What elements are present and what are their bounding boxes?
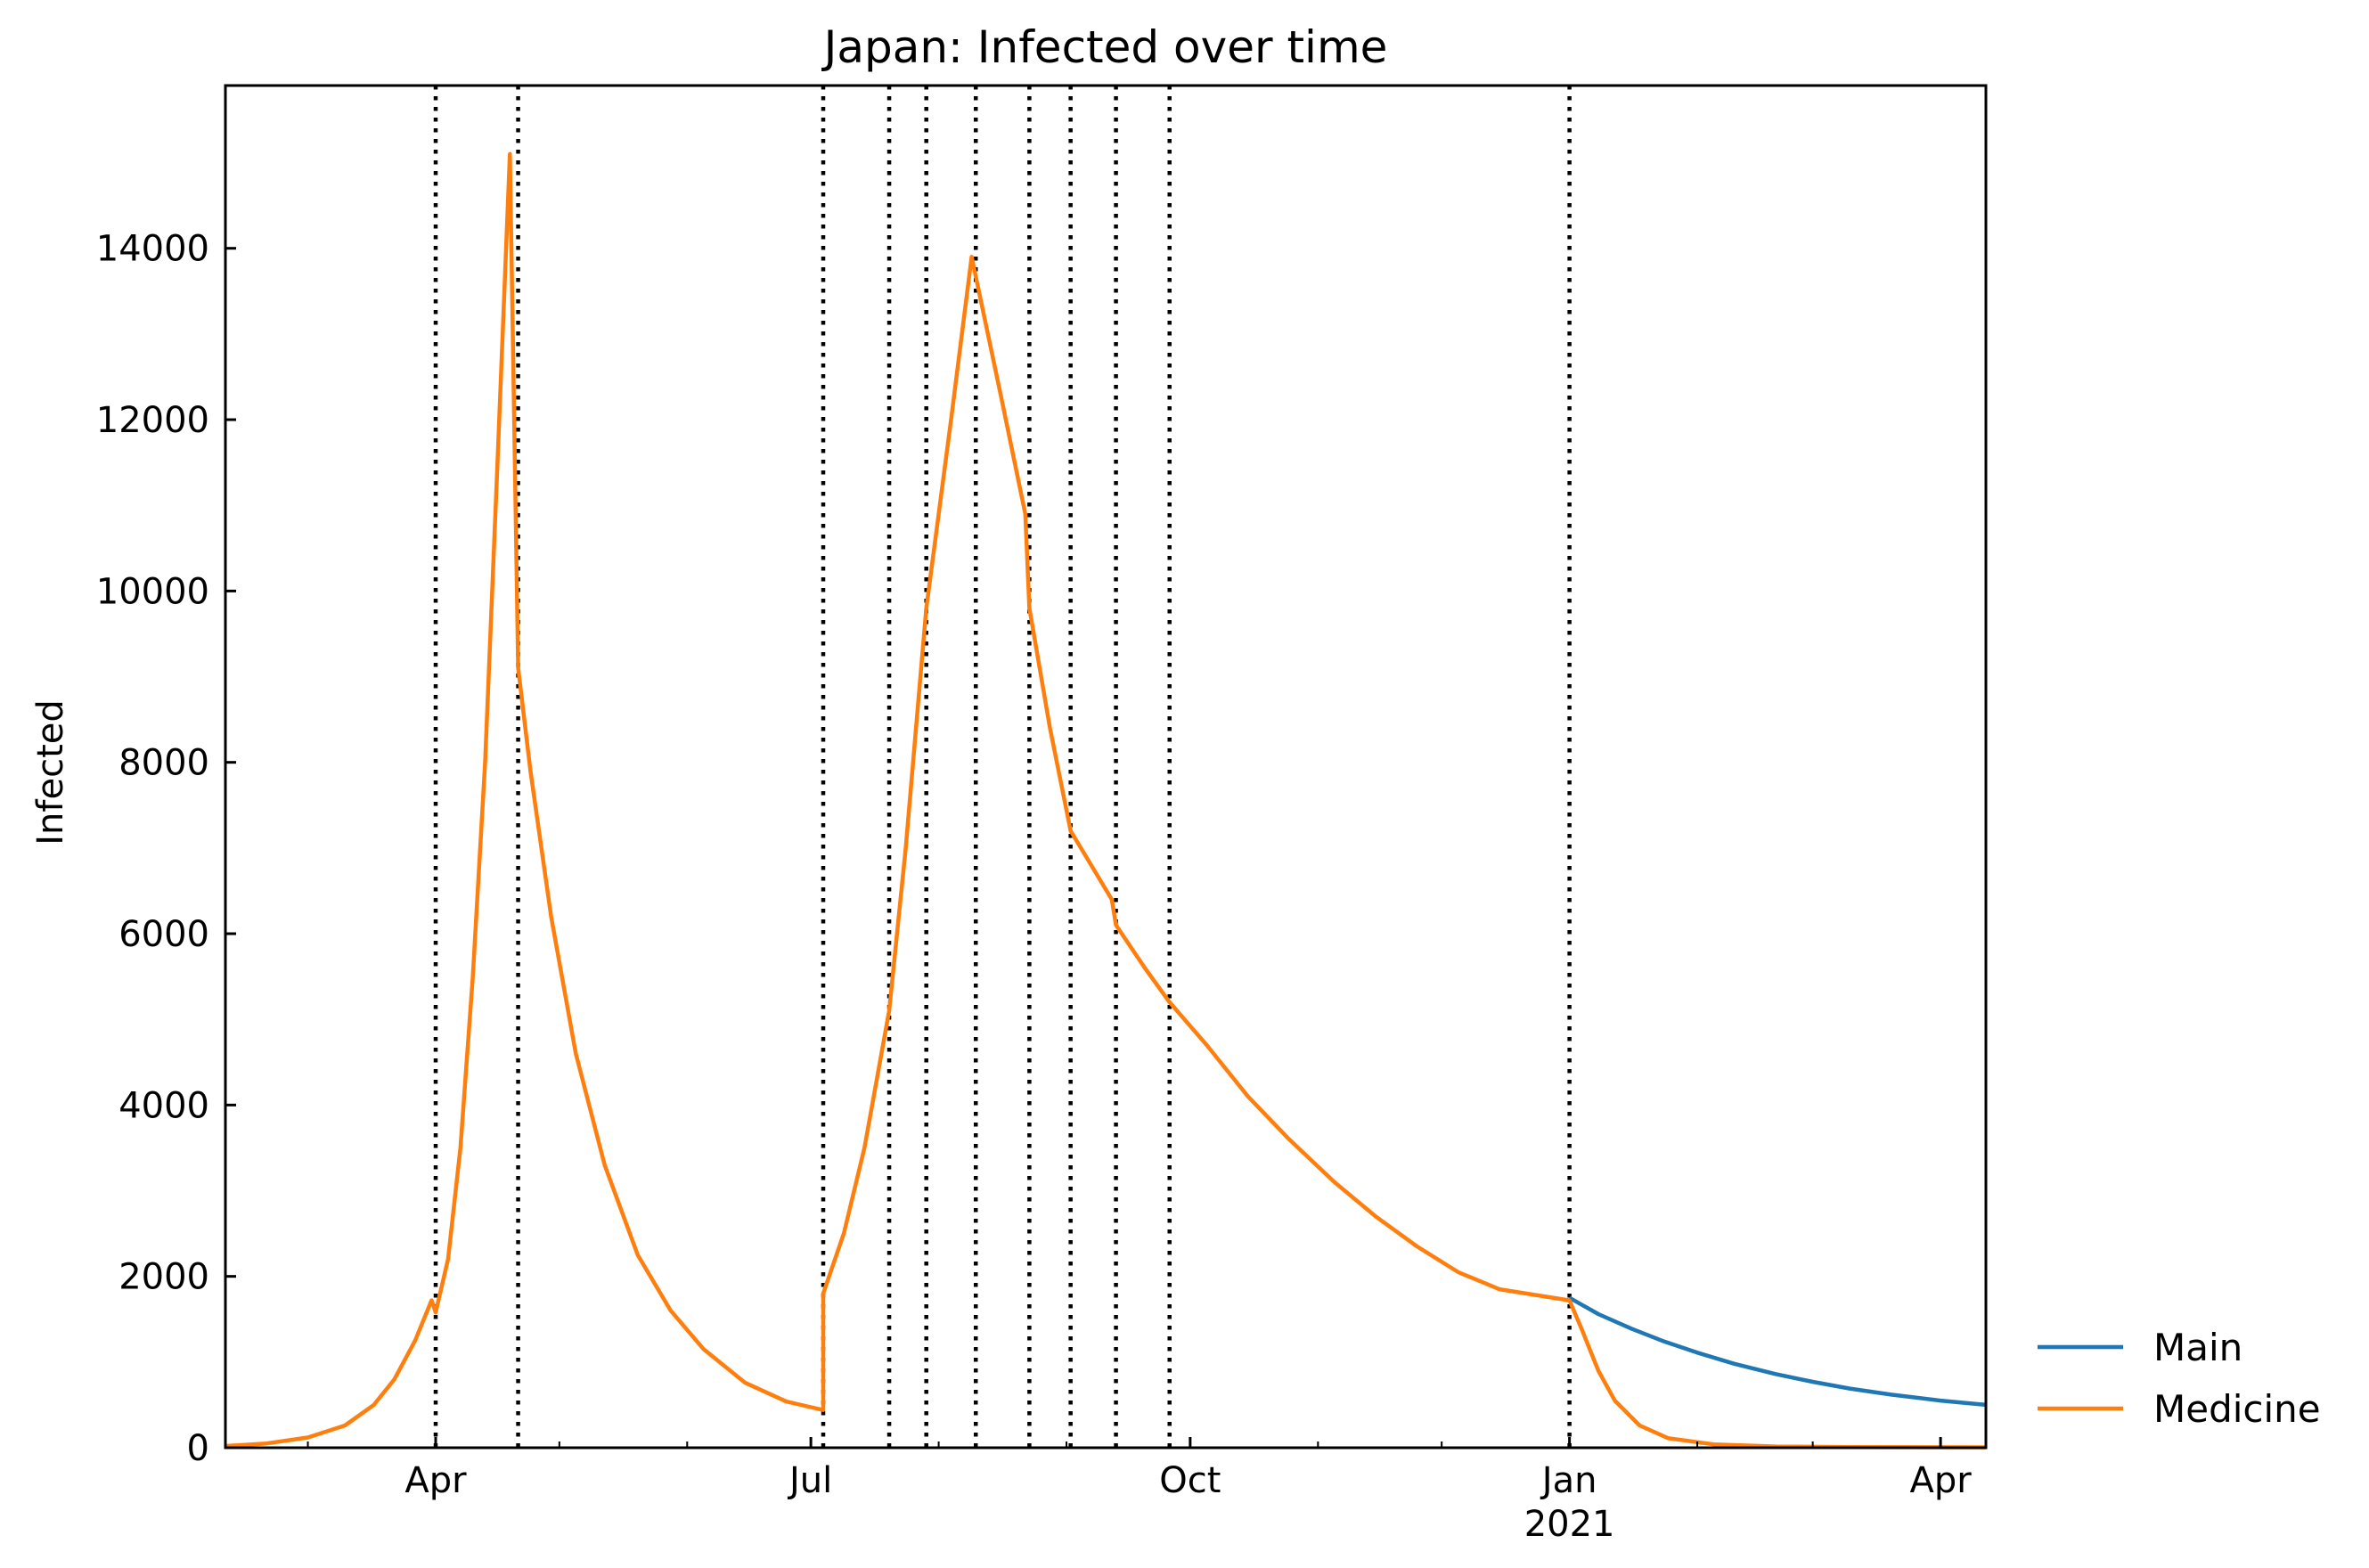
x-tick-sublabel-3: 2021 (1524, 1504, 1615, 1545)
chart-title: Japan: Infected over time (821, 21, 1388, 73)
y-tick-label-6: 12000 (96, 400, 209, 441)
legend-label-medicine: Medicine (2153, 1387, 2321, 1431)
x-tick-label-2: Oct (1159, 1460, 1221, 1501)
y-axis-label: Infected (30, 699, 71, 845)
y-tick-label-1: 2000 (118, 1257, 209, 1298)
y-tick-label-4: 8000 (118, 743, 209, 784)
x-tick-label-4: Apr (1909, 1460, 1972, 1501)
x-tick-label-0: Apr (404, 1460, 467, 1501)
series-line-medicine (225, 151, 1987, 1450)
y-tick-label-2: 4000 (118, 1085, 209, 1126)
y-tick-label-3: 6000 (118, 914, 209, 955)
series-line-main (1568, 1295, 1987, 1408)
y-tick-label-7: 14000 (96, 229, 209, 270)
y-axis: 0 2000 4000 6000 8000 10000 12000 14000 (96, 229, 236, 1469)
x-tick-label-3: Jan (1540, 1460, 1597, 1501)
y-tick-label-5: 10000 (96, 571, 209, 612)
x-tick-label-1: Jul (787, 1460, 832, 1501)
plot-area-frame (224, 84, 1988, 1450)
change-date-lines (433, 86, 1572, 1448)
series-lines (225, 151, 1987, 1450)
y-tick-label-0: 0 (187, 1428, 209, 1469)
legend: Main Medicine (2038, 1326, 2321, 1431)
legend-label-main: Main (2153, 1326, 2242, 1369)
